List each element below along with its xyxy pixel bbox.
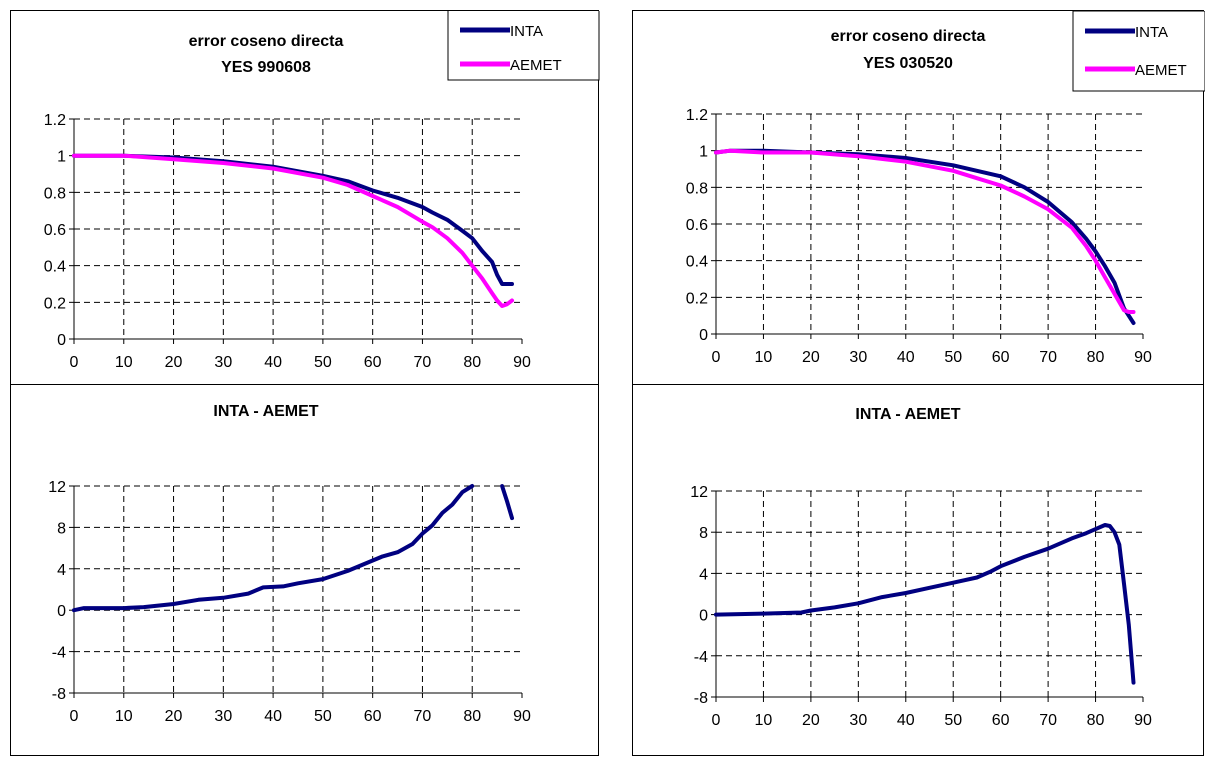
x-tick-label: 40 [897,349,915,366]
y-tick-label: 8 [57,520,66,537]
y-tick-label: -4 [694,649,708,666]
y-tick-label: 0.2 [44,295,66,312]
chart-title: INTA - AEMET [213,403,318,420]
legend-label-inta: INTA [510,23,543,40]
x-tick-label: 30 [214,708,232,725]
x-tick-label: 60 [364,708,382,725]
y-tick-label: 12 [690,484,708,501]
chart-panel-bottom-right: 0 10 20 30 40 50 60 70 80 90 -8 -4 0 4 8 12 INTA - AEMET [632,384,1204,756]
x-tick-label: 50 [314,354,332,371]
grid [716,113,1143,334]
x-tick-label: 40 [264,708,282,725]
x-tick-label: 60 [992,349,1010,366]
legend-label-aemet: AEMET [1135,62,1187,79]
x-tick-label: 30 [849,349,867,366]
legend-label-inta: INTA [1135,24,1168,41]
x-tick-label: 10 [755,712,773,729]
chart-panel-bottom-left: 0 10 20 30 40 50 60 70 80 90 -8 -4 0 4 8 12 INTA - AEMET [10,384,599,756]
series-line-aemet [72,153,514,308]
y-tick-label: 1 [699,144,708,161]
y-tick-label: 0.4 [686,254,708,271]
y-tick-label: 8 [699,525,708,542]
x-tick-label: 70 [414,708,432,725]
x-tick-label: 20 [165,708,183,725]
y-tick-label: 1.2 [44,112,66,129]
x-tick-label: 10 [755,349,773,366]
chart-panel-top-left: 0 10 20 30 40 50 60 70 80 90 0 0.2 0.4 0.6 0.8 1 1.2 erro… [10,10,600,385]
x-tick-label: 80 [463,708,481,725]
series-line-diff [500,484,514,521]
grid [74,118,522,339]
series-line-diff [72,484,475,613]
series-line-aemet [714,148,1136,314]
x-tick-label: 90 [513,354,531,371]
x-tick-label: 70 [414,354,432,371]
x-tick-label: 20 [802,349,820,366]
x-tick-label: 20 [802,712,820,729]
x-tick-label: 0 [712,712,721,729]
chart-bottom-right: 0 10 20 30 40 50 60 70 80 90 -8 -4 0 4 8 12 INTA - AEMET [690,406,1152,729]
y-tick-label: 1.2 [686,107,708,124]
grid [716,490,1143,697]
x-tick-label: 90 [1134,712,1152,729]
x-tick-label: 80 [1087,349,1105,366]
series-line-diff [714,523,1136,685]
legend-label-aemet: AEMET [510,57,562,74]
x-tick-label: 70 [1039,712,1057,729]
y-tick-label: 0 [699,608,708,625]
chart-title: error coseno directa [189,33,344,50]
x-tick-label: 40 [897,712,915,729]
chart-title: YES 030520 [863,55,953,72]
y-tick-label: 0 [57,603,66,620]
y-tick-label: 0.2 [686,290,708,307]
x-tick-label: 10 [115,354,133,371]
y-tick-label: -8 [52,686,66,703]
x-tick-label: 50 [314,708,332,725]
legend-box [1072,11,1205,92]
y-tick-label: 4 [699,566,708,583]
x-tick-label: 30 [214,354,232,371]
x-tick-label: 80 [463,354,481,371]
series-line-inta [72,153,514,286]
x-tick-label: 50 [944,349,962,366]
chart-top-right: 0 10 20 30 40 50 60 70 80 90 0 0.2 0.4 0.6 0.8 1 1.2 erro… [686,11,1205,366]
y-tick-label: -4 [52,645,66,662]
x-tick-label: 90 [1134,349,1152,366]
y-tick-label: 0.6 [44,222,66,239]
legend: INTA AEMET [1072,11,1205,92]
x-tick-label: 0 [712,349,721,366]
x-tick-label: 70 [1039,349,1057,366]
y-tick-label: 0 [57,332,66,349]
y-tick-label: -8 [694,690,708,707]
y-tick-label: 0.4 [44,259,66,276]
y-tick-label: 0.8 [44,185,66,202]
x-tick-label: 90 [513,708,531,725]
x-tick-label: 60 [992,712,1010,729]
x-tick-label: 30 [849,712,867,729]
x-tick-label: 0 [70,354,79,371]
x-tick-label: 80 [1087,712,1105,729]
x-tick-label: 40 [264,354,282,371]
chart-panel-top-right: 0 10 20 30 40 50 60 70 80 90 0 0.2 0.4 0.6 0.8 1 1.2 erro… [632,10,1205,385]
chart-title: INTA - AEMET [855,406,960,423]
chart-title: error coseno directa [831,28,986,45]
legend: INTA AEMET [447,11,600,81]
chart-top-left: 0 10 20 30 40 50 60 70 80 90 0 0.2 0.4 0.6 0.8 1 1.2 erro… [44,11,600,371]
y-tick-label: 4 [57,562,66,579]
x-tick-label: 0 [70,708,79,725]
x-tick-label: 50 [944,712,962,729]
x-tick-label: 10 [115,708,133,725]
y-tick-label: 0 [699,327,708,344]
grid [74,485,522,693]
chart-title: YES 990608 [221,59,311,76]
x-tick-label: 20 [165,354,183,371]
y-tick-label: 0.6 [686,217,708,234]
y-tick-label: 12 [48,479,66,496]
chart-bottom-left: 0 10 20 30 40 50 60 70 80 90 -8 -4 0 4 8 12 INTA - AEMET [48,403,531,725]
y-tick-label: 0.8 [686,180,708,197]
legend-box [447,11,600,81]
y-tick-label: 1 [57,149,66,166]
x-tick-label: 60 [364,354,382,371]
